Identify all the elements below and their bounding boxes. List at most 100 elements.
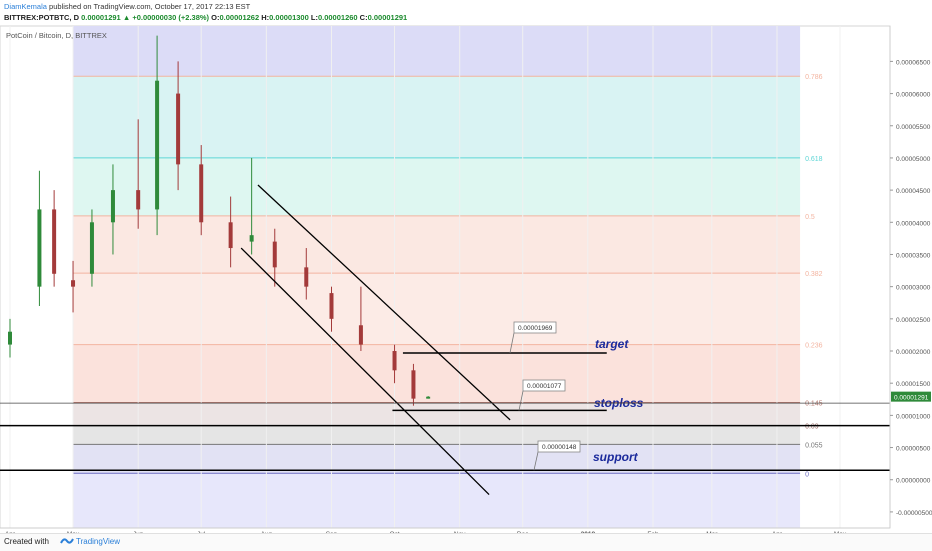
- y-tick-label: 0.00004000: [896, 220, 931, 227]
- x-tick-label: Aug: [261, 531, 273, 533]
- candle-body: [358, 325, 363, 345]
- fib-level-label: 0.786: [805, 74, 823, 81]
- fib-zone: [73, 344, 801, 403]
- candle-body: [52, 209, 57, 274]
- x-tick-label: Jul: [197, 531, 206, 533]
- publish-line: DiamKemala published on TradingView.com,…: [4, 2, 250, 11]
- fib-level-label: 0.236: [805, 343, 823, 350]
- fib-level-label: 0.145: [805, 401, 823, 408]
- y-tick-label: 0.00006500: [896, 59, 931, 66]
- y-tick-label: 0.00002500: [896, 317, 931, 324]
- y-tick-label: 0.00004500: [896, 188, 931, 195]
- close-label: C:: [359, 13, 368, 22]
- candle-body: [37, 209, 42, 287]
- candle-body: [426, 396, 431, 399]
- candle-body: [89, 222, 94, 274]
- candle-body: [228, 222, 233, 249]
- price-callout-text: 0.00001077: [527, 383, 562, 390]
- channel-lower-line: [240, 247, 490, 495]
- price-chart[interactable]: 0.786 0.618 0.5 0.382 0.236 0.145 0.09 0.055 0 0…: [0, 0, 932, 533]
- fib-level-label: 0.055: [805, 442, 823, 449]
- price-callout-text: 0.00001969: [518, 325, 553, 332]
- x-tick-label: May: [67, 531, 80, 533]
- last-price-badge: [891, 391, 931, 402]
- fib-zone: [73, 425, 801, 445]
- high-value: 0.00001300: [269, 13, 309, 22]
- y-tick-label: 0.00003500: [896, 252, 931, 259]
- tradingview-link[interactable]: TradingView: [76, 537, 121, 546]
- fib-level-label: 0.09: [805, 424, 819, 431]
- footer-bar: Created with TradingView: [0, 533, 932, 551]
- annotation-label: target: [595, 337, 629, 351]
- fib-level-label: 0.618: [805, 156, 823, 163]
- x-tick-label: Mar: [706, 531, 718, 533]
- candles: [8, 35, 431, 406]
- y-tick-label: 0.00005500: [896, 124, 931, 131]
- fib-level-label: 0: [805, 471, 809, 478]
- candle-body: [272, 241, 277, 268]
- candle-body: [8, 331, 12, 345]
- candle-body: [411, 370, 416, 399]
- low-value: 0.00001260: [317, 13, 358, 22]
- candle-body: [392, 351, 397, 371]
- x-tick-label: Jun: [133, 531, 144, 533]
- fib-zone: [73, 473, 801, 528]
- x-tick-label: May: [834, 531, 847, 533]
- x-tick-label: Feb: [647, 531, 659, 533]
- candle-body: [136, 190, 141, 210]
- fib-zone: [73, 76, 801, 158]
- candle-body: [304, 267, 309, 287]
- tradingview-logo-icon: [60, 538, 74, 544]
- y-tick-label: 0.00005000: [896, 156, 931, 163]
- x-tick-label: Nov: [454, 531, 466, 533]
- y-tick-label: 0.00001000: [896, 413, 931, 420]
- fib-zone: [73, 215, 801, 274]
- chart-title: PotCoin / Bitcoin, D, BITTREX: [6, 31, 107, 40]
- x-tick-label: Oct: [389, 531, 399, 533]
- fib-zone: [73, 157, 801, 216]
- y-tick-label: 0.00000000: [896, 478, 931, 485]
- candle-body: [155, 80, 160, 210]
- fibonacci-retracement[interactable]: 0.786 0.618 0.5 0.382 0.236 0.145 0.09 0.055 0: [73, 26, 823, 528]
- candle-body: [71, 280, 76, 287]
- fib-level-label: 0.5: [805, 214, 815, 221]
- ticker-label: BITTREX:POTBTC, D: [4, 13, 79, 22]
- open-value: 0.00001262: [219, 13, 260, 22]
- created-with-text: Created with: [4, 537, 49, 546]
- fib-level-label: 0.382: [805, 271, 823, 278]
- last-price-badge-text: 0.00001291: [894, 395, 929, 402]
- close-value: 0.00001291: [367, 13, 408, 22]
- y-tick-label: 0.00006000: [896, 92, 931, 99]
- high-label: H:: [261, 13, 270, 22]
- fib-zone: [73, 26, 801, 77]
- fib-zone: [73, 444, 801, 474]
- fib-zone: [73, 273, 801, 345]
- y-tick-label: -0.00000500: [896, 510, 932, 517]
- author-link[interactable]: DiamKemala: [4, 2, 47, 11]
- price-callout: [513, 321, 557, 334]
- price-change: ▲ +0.00000030 (+2.38%): [122, 13, 210, 22]
- drawings[interactable]: 0.00001969target0.00001077stoploss0.0000…: [0, 184, 890, 495]
- x-tick-label: Apr: [5, 531, 16, 533]
- chart-header: DiamKemala published on TradingView.com,…: [0, 0, 932, 26]
- price-callout-text: 0.00000148: [542, 444, 577, 451]
- x-tick-label: Sep: [326, 531, 338, 533]
- open-label: O:: [211, 13, 220, 22]
- y-axis: 0.00006500 0.00006000 0.00005500 0.00005000…: [889, 26, 932, 528]
- channel-upper-line: [257, 184, 511, 421]
- x-tick-label: Apr: [772, 531, 783, 533]
- published-text: published on TradingView.com, October 17…: [46, 2, 251, 11]
- x-tick-label: Dec: [517, 531, 529, 533]
- candle-body: [249, 235, 254, 242]
- price-callout: [522, 379, 566, 392]
- candle-body: [199, 164, 204, 223]
- ohlc-line: BITTREX:POTBTC, D 0.00001291 ▲ +0.000000…: [4, 13, 407, 22]
- y-tick-label: 0.00003000: [896, 285, 931, 292]
- callout-pointer: [518, 390, 524, 411]
- candle-body: [110, 190, 115, 223]
- low-label: L:: [310, 13, 318, 22]
- x-tick-label: 2018: [581, 531, 596, 533]
- y-tick-label: 0.00002000: [896, 349, 931, 356]
- price-callout: [537, 440, 581, 453]
- last-price: 0.00001291: [81, 13, 121, 22]
